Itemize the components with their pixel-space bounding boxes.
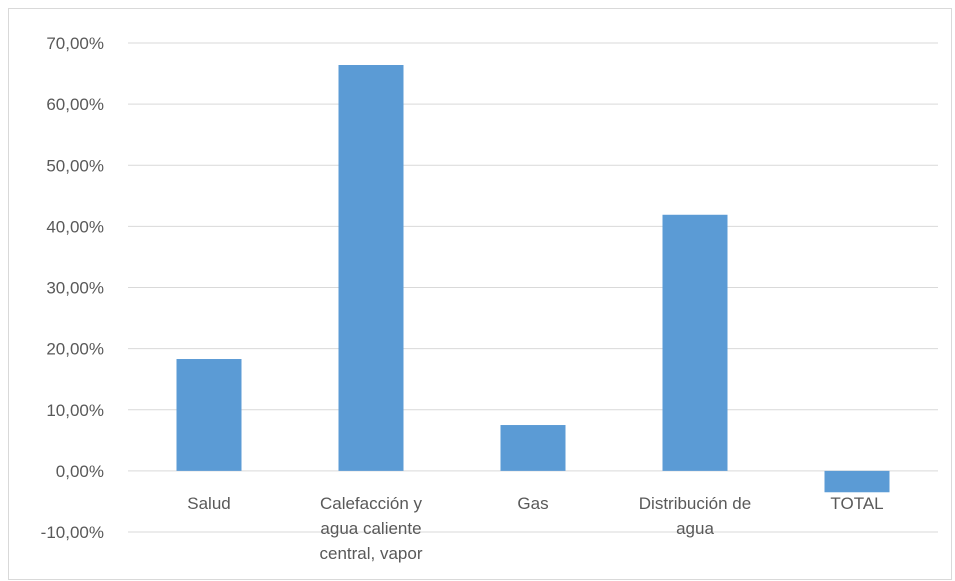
bar xyxy=(662,214,728,471)
x-category-label: Gas xyxy=(517,494,548,513)
x-category-label: Salud xyxy=(187,494,230,513)
chart-frame xyxy=(8,8,952,580)
y-tick-label: 10,00% xyxy=(46,401,104,420)
y-tick-label: 70,00% xyxy=(46,34,104,53)
bar xyxy=(824,470,890,493)
y-tick-label: 50,00% xyxy=(46,156,104,175)
bar xyxy=(176,359,242,471)
bar xyxy=(338,65,404,471)
y-tick-label: 60,00% xyxy=(46,95,104,114)
x-category-label: Calefacción y agua caliente central, vapor xyxy=(320,494,423,563)
bar xyxy=(500,425,566,471)
x-category-label: TOTAL xyxy=(830,494,883,513)
y-tick-label: 0,00% xyxy=(56,462,104,481)
y-tick-label: 40,00% xyxy=(46,217,104,236)
y-tick-label: 30,00% xyxy=(46,279,104,298)
y-tick-label: -10,00% xyxy=(41,523,104,542)
y-tick-label: 20,00% xyxy=(46,340,104,359)
x-category-label: Distribución de agua xyxy=(639,494,751,538)
